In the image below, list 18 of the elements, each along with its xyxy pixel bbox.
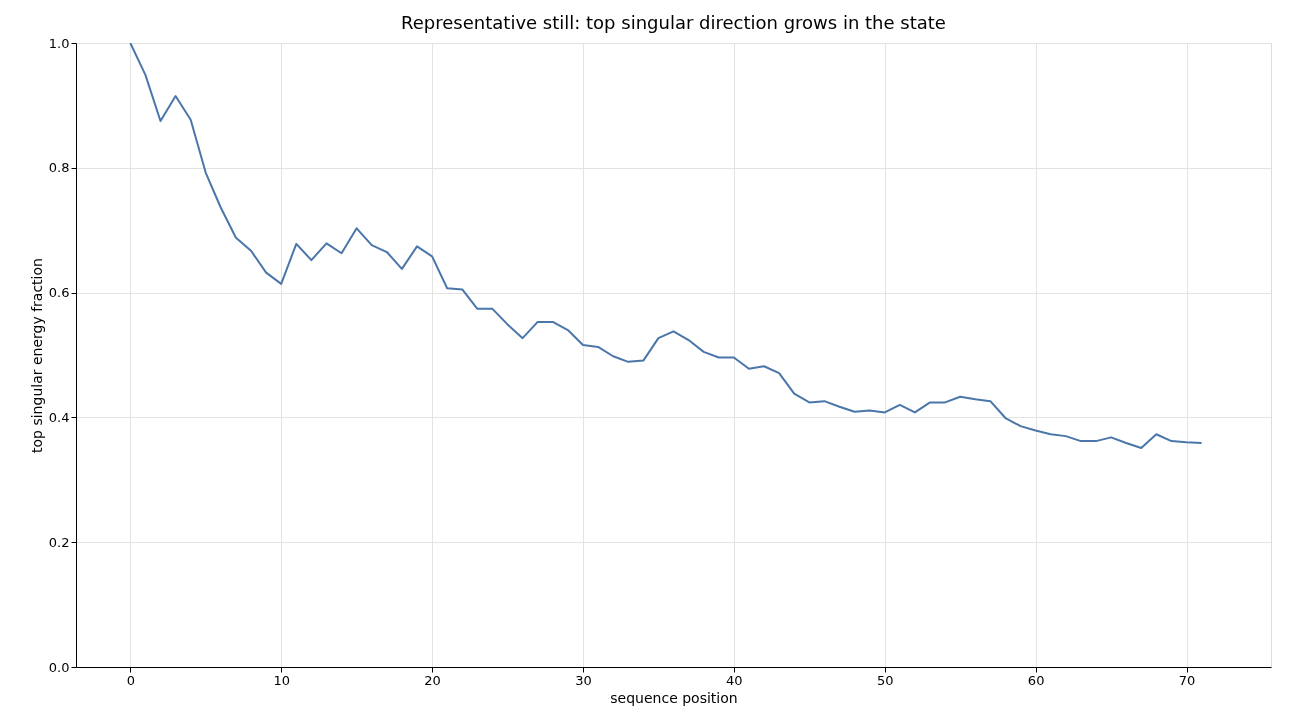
x-tick-label: 10 [273, 672, 290, 688]
x-tick-label: 60 [1027, 672, 1045, 688]
x-tick-label: 20 [424, 672, 441, 688]
chart-title: Representative still: top singular direction grows in the state [401, 12, 946, 33]
x-tick-label: 40 [726, 672, 743, 688]
y-tick-label: 0.0 [48, 659, 70, 675]
x-tick-label: 30 [575, 672, 592, 688]
y-axis-title: top singular energy fraction [28, 258, 45, 453]
y-tick-label: 1.0 [48, 35, 70, 51]
y-tick-label: 0.8 [48, 160, 70, 176]
line-series [129, 43, 1203, 449]
x-tick-label: 0 [126, 672, 135, 688]
y-tick-label: 0.2 [48, 534, 70, 550]
y-tick-label: 0.4 [48, 409, 70, 425]
x-tick-label: 70 [1178, 672, 1196, 688]
x-tick-label: 50 [876, 672, 894, 688]
x-axis-title: sequence position [610, 689, 738, 706]
y-tick-label: 0.6 [48, 285, 70, 301]
